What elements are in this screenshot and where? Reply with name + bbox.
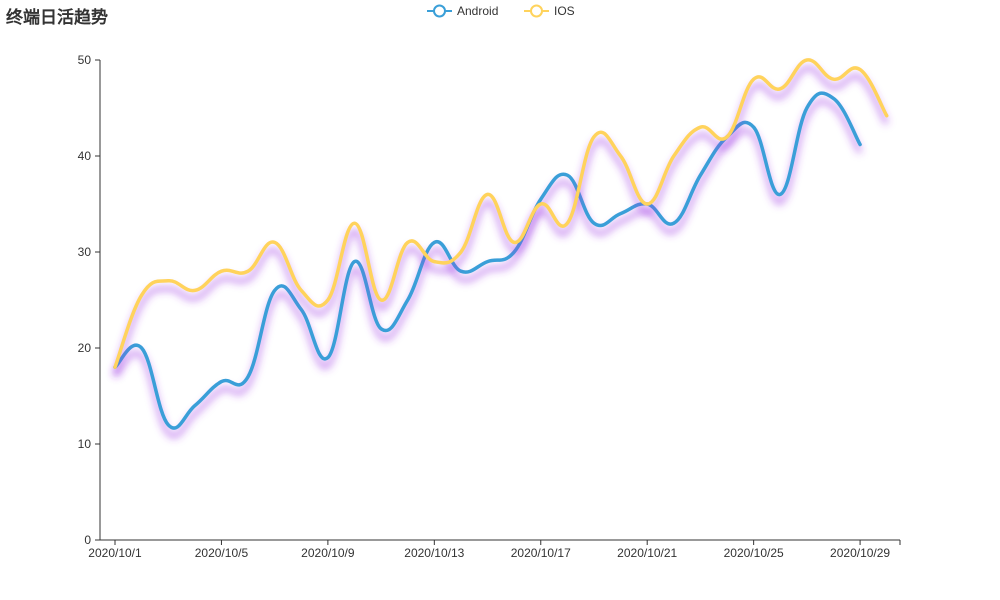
legend-item-ios[interactable]: IOS <box>524 4 575 18</box>
y-tick-label: 0 <box>84 533 91 547</box>
y-tick-label: 30 <box>78 245 92 259</box>
legend-marker <box>433 4 446 18</box>
axes: 0 10 20 30 40 50 2020/10/1 2020/10/5 2020/10/9 20… <box>78 53 901 560</box>
x-tick-label: 2020/10/17 <box>511 546 571 560</box>
y-tick-label: 20 <box>78 341 92 355</box>
x-tick-label: 2020/10/13 <box>404 546 464 560</box>
x-tick-label: 2020/10/9 <box>301 546 355 560</box>
y-tick-label: 50 <box>78 53 92 67</box>
x-tick-label: 2020/10/25 <box>724 546 784 560</box>
y-tick-label: 40 <box>78 149 92 163</box>
series-shadow <box>112 65 889 377</box>
legend-marker <box>530 4 543 18</box>
legend-label: Android <box>457 4 498 18</box>
series-line-ios <box>113 58 889 369</box>
legend-label: IOS <box>554 4 575 18</box>
x-tick-label: 2020/10/21 <box>617 546 677 560</box>
legend[interactable]: Android IOS <box>427 4 575 18</box>
series-line-android <box>113 91 862 430</box>
series-layer <box>112 58 889 439</box>
series-android <box>113 91 863 439</box>
x-tick-label: 2020/10/5 <box>195 546 249 560</box>
series-shadow <box>113 98 863 439</box>
x-tick-label: 2020/10/1 <box>88 546 142 560</box>
series-ios <box>112 58 889 377</box>
x-tick-label: 2020/10/29 <box>830 546 890 560</box>
y-tick-label: 10 <box>78 437 92 451</box>
chart-title: 终端日活趋势 <box>6 8 108 28</box>
legend-item-android[interactable]: Android <box>427 4 498 18</box>
